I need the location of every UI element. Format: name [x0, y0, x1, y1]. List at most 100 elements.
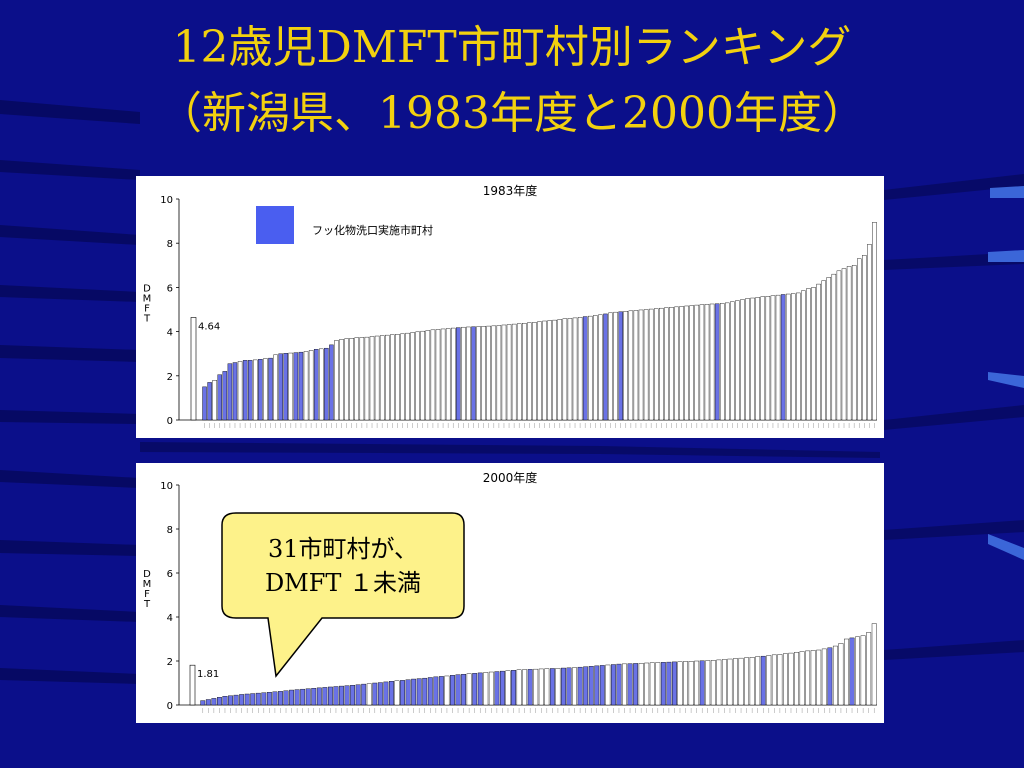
bar — [390, 334, 395, 421]
bar-fluoride — [258, 359, 263, 421]
bar — [552, 319, 557, 421]
bar-fluoride — [293, 352, 299, 421]
bar — [735, 300, 740, 421]
bar — [344, 338, 349, 421]
bar-fluoride — [339, 685, 344, 706]
bar — [755, 297, 760, 421]
bar — [816, 283, 821, 421]
bar-fluoride — [255, 692, 261, 706]
bar — [750, 297, 755, 421]
bar — [683, 661, 688, 706]
callout-line-2: DMFT １未満 — [264, 569, 422, 597]
bar — [319, 348, 324, 421]
bar-fluoride — [672, 661, 677, 706]
bar — [811, 287, 816, 421]
y-tick-label: 8 — [167, 525, 173, 536]
bar — [826, 277, 832, 421]
bar — [476, 326, 481, 421]
bar-fluoride — [217, 374, 222, 421]
bar — [744, 657, 750, 706]
bar — [533, 668, 539, 706]
bar — [588, 315, 593, 421]
bar — [522, 669, 528, 706]
bar — [684, 305, 689, 421]
bar-fluoride — [298, 351, 304, 421]
bar — [664, 307, 669, 421]
bar — [405, 332, 410, 421]
bar — [598, 314, 603, 421]
bar-fluoride — [405, 679, 411, 706]
y-tick-label: 10 — [160, 481, 173, 492]
bar — [273, 354, 278, 421]
bar — [844, 638, 849, 706]
bar — [755, 656, 761, 706]
bar — [749, 657, 755, 706]
bar — [719, 303, 725, 421]
bar — [547, 320, 552, 421]
bar — [544, 668, 550, 706]
bar — [430, 329, 436, 421]
bar — [867, 244, 872, 421]
bar — [444, 675, 450, 706]
bar — [796, 292, 801, 421]
bar — [288, 352, 294, 421]
bar — [516, 669, 522, 706]
bar — [410, 332, 415, 421]
bar-fluoride — [511, 670, 516, 706]
bar — [674, 306, 679, 421]
bar-fluoride — [566, 667, 572, 706]
bar-fluoride — [660, 662, 666, 706]
bar-fluoride — [455, 674, 461, 706]
bar-fluoride — [714, 303, 720, 421]
bar-fluoride — [500, 670, 505, 706]
bar-fluoride — [760, 655, 766, 706]
bar-fluoride — [322, 687, 328, 706]
bar-fluoride — [300, 688, 306, 706]
bar — [532, 322, 537, 421]
bar-fluoride — [283, 690, 289, 706]
bar — [638, 309, 644, 421]
bar — [593, 315, 598, 421]
bar-fluoride — [438, 676, 444, 706]
bar — [777, 654, 783, 706]
bar — [653, 308, 659, 421]
bar — [334, 340, 339, 421]
bar — [705, 660, 711, 706]
bar — [212, 380, 217, 421]
y-tick-label: 8 — [167, 239, 173, 250]
bar — [522, 323, 527, 421]
bar-fluoride — [527, 669, 533, 706]
reference-bar — [190, 317, 197, 421]
bar — [466, 326, 471, 421]
bar-fluoride — [207, 382, 212, 421]
chart-2000: 2000年度 0 2 4 6 8 10 D M F T 1.81 — [143, 470, 877, 713]
bar — [511, 323, 517, 421]
bar-fluoride — [233, 694, 239, 706]
bar — [733, 658, 738, 706]
bar-fluoride — [411, 678, 417, 706]
bar-fluoride — [427, 677, 433, 706]
bar — [791, 293, 796, 421]
bar-fluoride — [268, 357, 273, 421]
bar — [866, 632, 872, 706]
bar-fluoride — [577, 666, 583, 706]
bar-fluoride — [232, 362, 238, 421]
bar — [516, 323, 522, 421]
bar — [648, 308, 654, 421]
bar-fluoride — [583, 666, 589, 706]
bar — [805, 650, 811, 706]
bar — [816, 649, 822, 706]
bar — [557, 319, 563, 421]
bar — [623, 311, 629, 421]
bar — [766, 655, 772, 706]
bar — [709, 303, 715, 421]
y-tick-label: 2 — [167, 657, 173, 668]
bar-fluoride — [205, 699, 211, 706]
bar — [450, 327, 456, 421]
bar-fluoride — [616, 663, 622, 706]
bar-fluoride — [316, 687, 322, 706]
legend-swatch — [256, 206, 294, 244]
bar — [862, 255, 867, 421]
